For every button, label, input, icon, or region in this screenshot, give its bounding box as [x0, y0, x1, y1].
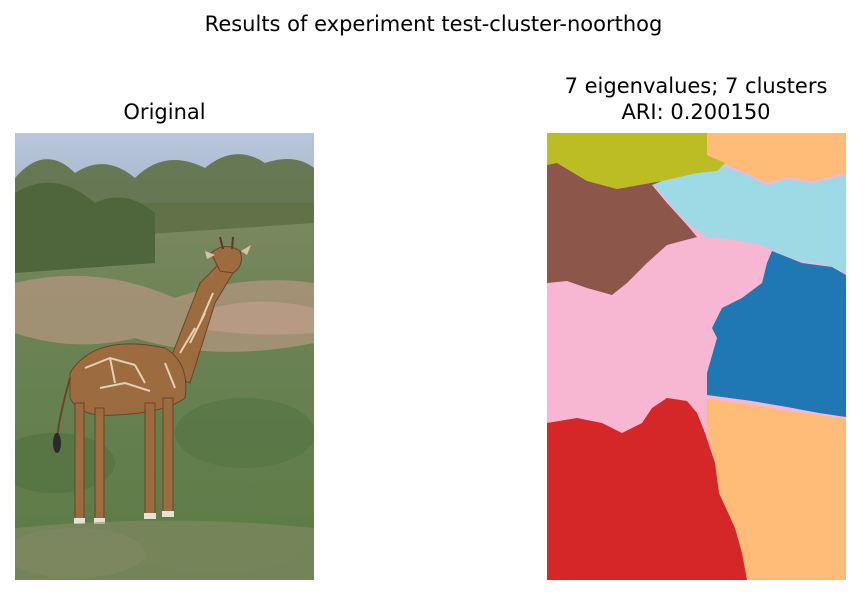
cluster-region-red — [547, 398, 747, 580]
clusters-title-line2: ARI: 0.200150 — [621, 100, 771, 124]
cluster-map — [547, 133, 846, 580]
cluster-region-blue — [707, 251, 846, 417]
cluster-region-olive — [547, 133, 725, 189]
clusters-title-line1: 7 eigenvalues; 7 clusters — [564, 74, 828, 98]
cluster-region-orange-bottom — [707, 399, 846, 580]
cluster-region-orange-top — [707, 133, 846, 183]
original-image — [15, 133, 314, 580]
original-title: Original — [123, 100, 206, 124]
figure-suptitle: Results of experiment test-cluster-noort… — [204, 12, 663, 36]
cluster-region-brown — [547, 163, 697, 295]
cluster-region-light-blue — [652, 155, 846, 273]
